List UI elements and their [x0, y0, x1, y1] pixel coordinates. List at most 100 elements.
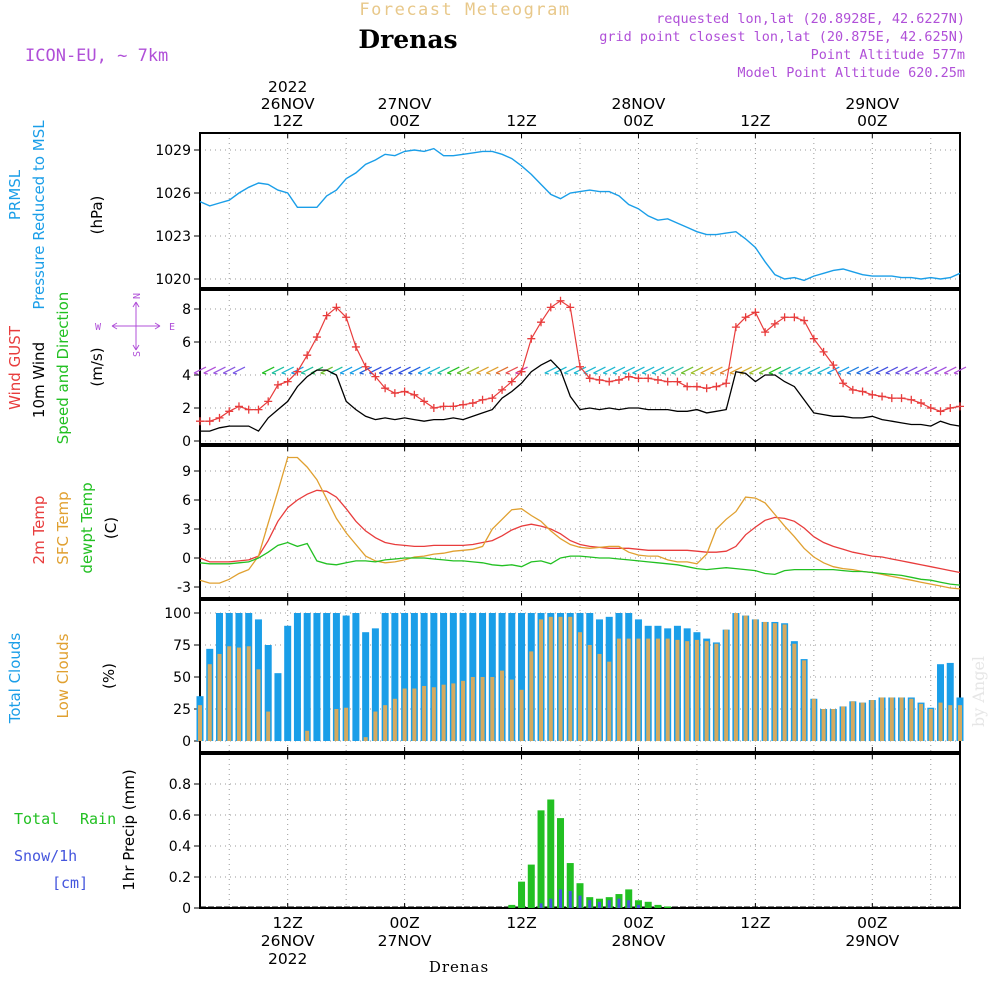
wind-arrow-shaft	[427, 366, 441, 374]
low-cloud-bar	[373, 711, 378, 741]
wind-arrow-head	[719, 372, 725, 375]
gust-marker	[439, 402, 448, 411]
total-cloud-bar	[430, 613, 438, 741]
wind-arrow-head	[953, 372, 959, 375]
y-tick-label: 0.6	[169, 808, 191, 824]
gust-marker	[459, 400, 468, 409]
wind-direction-arrow	[797, 366, 811, 375]
wind-arrow-shaft	[827, 366, 840, 374]
wind-arrow-head	[866, 372, 871, 375]
wind-arrow-head	[388, 372, 394, 375]
wind-arrow-shaft	[632, 366, 645, 374]
y-tick-label: 2	[182, 401, 191, 417]
compass-e: E	[169, 322, 175, 333]
wind-arrow-head	[700, 372, 705, 375]
rain-bar	[644, 901, 652, 908]
wind-arrow-shaft	[388, 366, 402, 374]
wind-arrow-head	[203, 372, 208, 375]
gust-marker	[790, 313, 799, 322]
wind-arrow-head	[359, 372, 364, 375]
wind-arrow-shaft	[203, 366, 217, 374]
gust-marker	[576, 362, 584, 371]
wind-arrow-head	[924, 372, 929, 375]
y-tick-label: 9	[182, 464, 191, 480]
y-tick-label: 100	[164, 606, 191, 622]
ylabel-prmsl: PRMSL	[6, 169, 24, 220]
wind-direction-arrow	[261, 366, 275, 375]
low-cloud-bar	[714, 643, 719, 741]
gust-marker	[614, 375, 623, 384]
gust-marker	[498, 385, 507, 394]
wind-arrow-shaft	[398, 366, 411, 374]
wind-arrow-head	[378, 372, 384, 375]
low-cloud-bar	[870, 700, 875, 741]
low-cloud-bar	[558, 616, 563, 741]
wind-arrow-shaft	[349, 366, 363, 374]
y-tick-label: 75	[173, 638, 191, 654]
gust-marker	[254, 405, 263, 414]
panel-wind: 0 2 4 6 8	[182, 289, 967, 450]
wind-direction-arrow	[729, 366, 743, 375]
wind-arrow-shaft	[680, 366, 694, 374]
wind-direction-arrow	[846, 366, 860, 375]
wind-arrow-shaft	[486, 366, 499, 374]
gust-marker	[780, 313, 789, 322]
gust-marker	[488, 394, 497, 403]
gust-marker	[371, 372, 380, 381]
wind-arrow-shaft	[914, 366, 928, 374]
low-cloud-bar	[597, 653, 602, 741]
rain-bar	[508, 904, 516, 908]
wind-direction-arrow	[232, 366, 246, 375]
wind-arrow-shaft	[719, 366, 733, 374]
wind-direction-arrow	[466, 366, 480, 375]
wind-arrow-shaft	[544, 366, 558, 374]
wind-direction-arrow	[885, 366, 899, 375]
wind-direction-arrow	[778, 366, 791, 375]
panel-frame	[199, 599, 961, 753]
low-cloud-bar	[451, 683, 456, 741]
wind-arrow-head	[885, 372, 890, 375]
low-cloud-bar	[227, 646, 232, 741]
low-cloud-bar	[266, 711, 271, 741]
wind-arrow-shaft	[476, 366, 489, 374]
low-cloud-bar	[763, 621, 768, 741]
low-cloud-bar	[675, 639, 680, 741]
low-cloud-bar	[938, 702, 943, 741]
wind-direction-arrow	[563, 366, 577, 375]
wind-direction-arrow	[866, 366, 879, 375]
low-cloud-bar	[431, 687, 436, 741]
total-cloud-bar	[410, 613, 418, 741]
total-cloud-bar	[342, 615, 350, 741]
wind-direction-arrow	[904, 366, 918, 375]
wind-arrow-head	[661, 372, 666, 375]
compass-n: N	[132, 293, 143, 299]
wind-direction-arrow	[349, 366, 363, 375]
gust-marker	[878, 392, 887, 401]
total-cloud-bar	[440, 613, 448, 741]
wind-direction-arrow	[943, 366, 957, 375]
wind-direction-arrow	[388, 366, 402, 375]
low-cloud-bar	[646, 638, 651, 741]
wind-direction-arrow	[875, 366, 889, 375]
wind-direction-arrow	[632, 366, 645, 375]
wind-arrow-shaft	[300, 366, 314, 374]
total-cloud-bar	[313, 613, 321, 741]
wind-arrow-head	[895, 372, 900, 375]
ylabel-dewpt-temp: dewpt Temp	[78, 482, 96, 573]
gust-marker	[244, 405, 253, 414]
time-label-top: 00Z	[389, 112, 419, 130]
gust-marker	[926, 404, 935, 412]
wind-arrow-shaft	[213, 366, 226, 374]
ylabel-precip: 1hr Precip (mm)	[120, 769, 138, 890]
low-cloud-bar	[256, 669, 261, 741]
wind-direction-arrow	[758, 366, 772, 375]
wind-arrow-shaft	[193, 366, 207, 374]
wind-arrow-head	[710, 372, 715, 375]
ylabel-sfc-temp: SFC Temp	[54, 491, 72, 564]
wind-arrow-head	[651, 372, 657, 375]
wind-arrow-head	[905, 372, 910, 375]
gust-marker	[751, 308, 760, 317]
wind-arrow-head	[544, 372, 549, 375]
wind-arrow-head	[437, 372, 442, 375]
y-tick-label: 50	[173, 670, 191, 686]
